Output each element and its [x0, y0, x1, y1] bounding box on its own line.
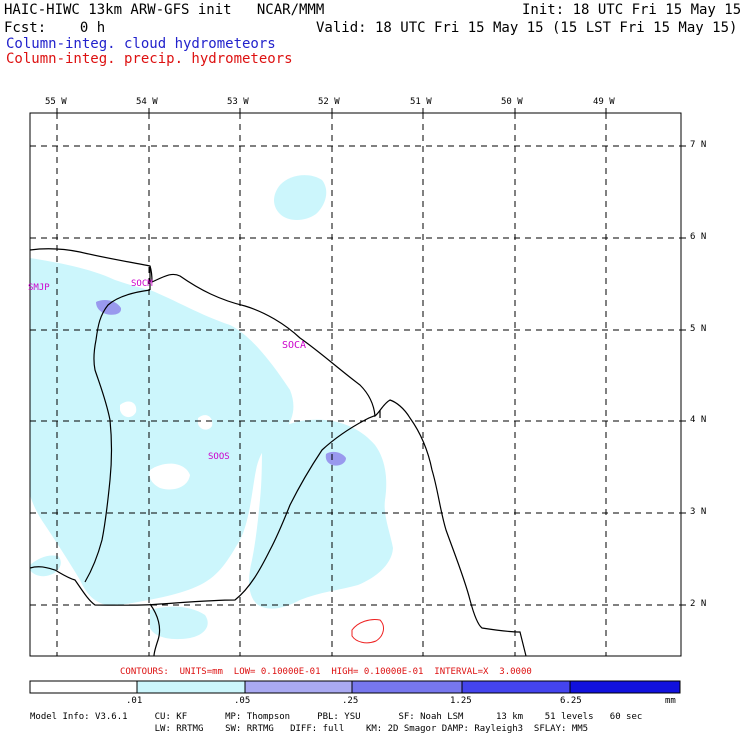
- contour-info: CONTOURS: UNITS=mm LOW= 0.10000E-01 HIGH…: [120, 667, 532, 677]
- colorbar-label: .01: [126, 696, 143, 706]
- colorbar-segment: [244, 680, 353, 694]
- cloud-hydrometeor-field: [30, 175, 393, 640]
- lat-label: 5 N: [690, 324, 707, 334]
- lon-label: 54 W: [136, 97, 158, 107]
- lat-label: 3 N: [690, 507, 707, 517]
- valid-time: Valid: 18 UTC Fri 15 May 15 (15 LST Fri …: [316, 20, 738, 36]
- colorbar-label: 6.25: [560, 696, 582, 706]
- lat-label: 7 N: [690, 140, 707, 150]
- lat-lon-grid: [30, 113, 681, 656]
- coastline: [30, 248, 527, 656]
- model-info-line1: Model Info: V3.6.1 CU: KF MP: Thompson P…: [30, 712, 643, 722]
- field-label-precip: Column-integ. precip. hydrometeors: [6, 51, 293, 67]
- colorbar-segment: [136, 680, 246, 694]
- colorbar-segment: [569, 680, 681, 694]
- forecast-hour: Fcst: 0 h: [4, 20, 106, 36]
- lon-label: 49 W: [593, 97, 615, 107]
- station-label: SMJP: [28, 283, 50, 293]
- plot-title: HAIC-HIWC 13km ARW-GFS init NCAR/MMM: [4, 2, 325, 18]
- station-label: SOCM: [131, 279, 153, 289]
- lon-label: 50 W: [501, 97, 523, 107]
- colorbar-segment: [461, 680, 571, 694]
- lat-label: 4 N: [690, 415, 707, 425]
- colorbar-label: .25: [342, 696, 359, 706]
- init-time: Init: 18 UTC Fri 15 May 15: [522, 2, 740, 18]
- map-frame: [29, 112, 682, 657]
- colorbar: [29, 680, 681, 694]
- cloud-hydrometeor-max: [96, 300, 346, 466]
- lat-label: 6 N: [690, 232, 707, 242]
- station-label: SOCA: [282, 340, 307, 351]
- field-label-cloud: Column-integ. cloud hydrometeors: [6, 36, 276, 52]
- axis-ticks: [56, 108, 686, 606]
- station-label: SOOS: [208, 452, 230, 462]
- precip-contour: [351, 619, 384, 644]
- colorbar-unit: mm: [665, 696, 676, 706]
- lon-label: 51 W: [410, 97, 432, 107]
- colorbar-segment: [29, 680, 138, 694]
- colorbar-segment: [351, 680, 463, 694]
- lon-label: 53 W: [227, 97, 249, 107]
- colorbar-label: 1.25: [450, 696, 472, 706]
- lat-label: 2 N: [690, 599, 707, 609]
- lon-label: 55 W: [45, 97, 67, 107]
- lon-label: 52 W: [318, 97, 340, 107]
- model-info-line2: LW: RRTMG SW: RRTMG DIFF: full KM: 2D Sm…: [30, 724, 589, 734]
- colorbar-label: .05: [234, 696, 251, 706]
